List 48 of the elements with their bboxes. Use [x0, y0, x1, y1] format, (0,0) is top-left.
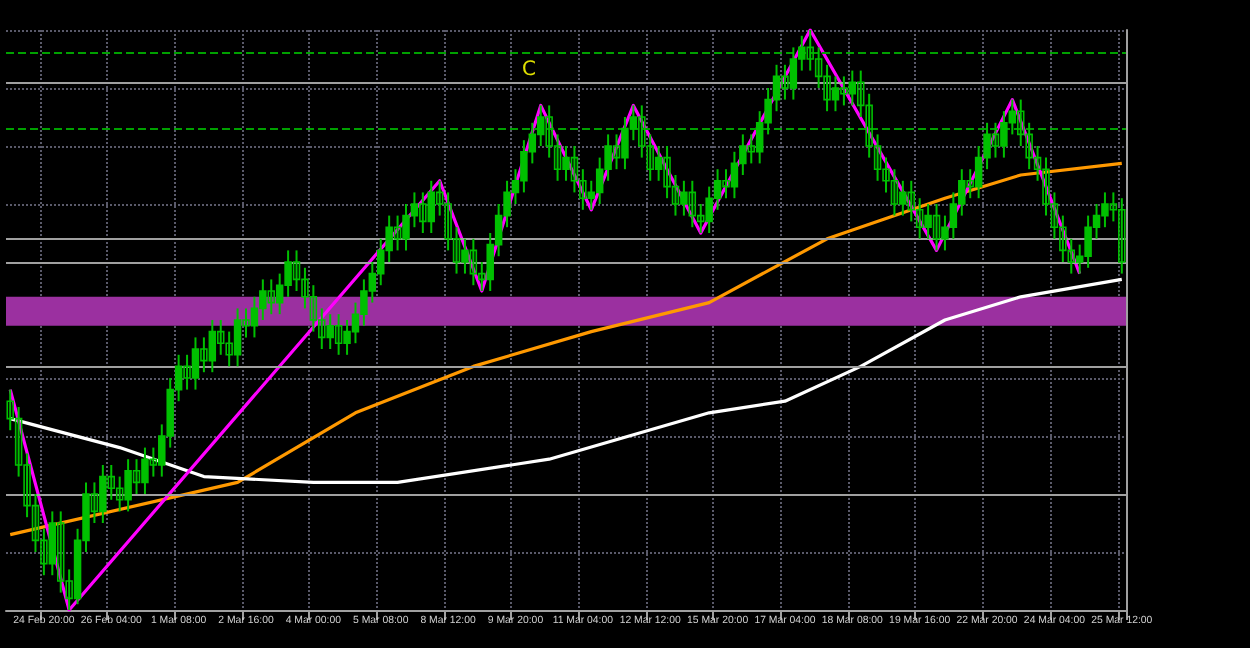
candlestick	[924, 203, 932, 240]
candlestick	[688, 179, 697, 229]
candlestick	[419, 191, 427, 234]
candlestick	[789, 46, 798, 101]
candlestick	[705, 185, 713, 234]
candlestick	[141, 446, 149, 495]
candlestick	[334, 313, 343, 356]
candlestick	[1118, 197, 1126, 275]
candlestick	[48, 510, 57, 577]
candlestick	[292, 249, 301, 292]
candlestick	[899, 179, 907, 217]
candlestick	[132, 458, 141, 495]
candlestick	[267, 278, 276, 316]
candlestick	[1084, 214, 1092, 269]
candlestick	[831, 75, 840, 113]
candlestick	[806, 29, 814, 72]
annotation: C	[522, 59, 536, 81]
candlestick	[259, 278, 267, 321]
candlestick	[932, 203, 941, 252]
candlestick	[612, 133, 621, 171]
candlestick	[469, 237, 478, 287]
candlestick	[570, 145, 579, 194]
candlestick	[309, 284, 318, 333]
candlestick	[393, 214, 402, 252]
candlestick	[56, 510, 65, 594]
candlestick	[124, 458, 132, 513]
candlestick	[991, 121, 1000, 159]
candlestick	[848, 69, 857, 107]
candlestick	[115, 475, 124, 513]
candlestick	[250, 295, 259, 339]
candlestick	[781, 63, 789, 101]
candlestick	[200, 336, 208, 374]
candlestick	[233, 307, 242, 368]
candlestick	[840, 75, 848, 107]
candlestick	[915, 197, 924, 240]
candlestick	[326, 313, 334, 350]
candlestick	[654, 145, 663, 182]
candlestick	[890, 168, 899, 217]
candlestick	[907, 179, 916, 223]
candlestick	[191, 336, 200, 391]
candlestick	[722, 168, 730, 200]
candlestick	[208, 319, 217, 374]
candlestick	[427, 179, 436, 234]
candlestick	[216, 319, 225, 356]
candlestick	[536, 104, 545, 147]
candlestick	[99, 464, 107, 524]
candlestick	[730, 150, 739, 200]
candlestick	[183, 353, 191, 391]
